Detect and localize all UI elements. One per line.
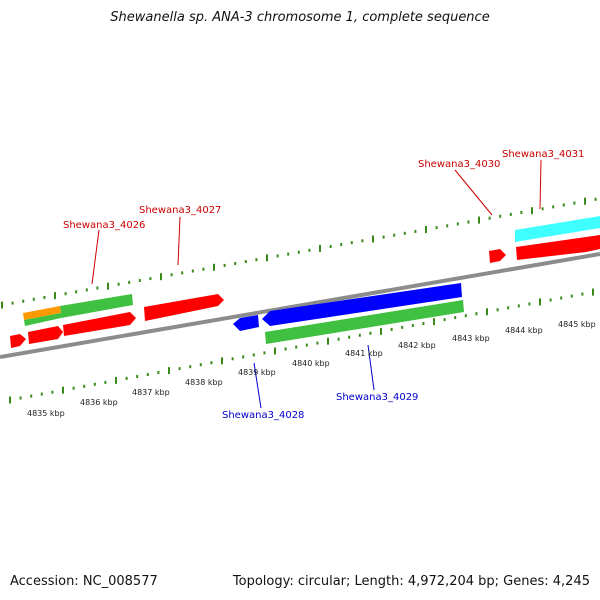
kbp-label: 4840 kbp <box>292 359 330 368</box>
kbp-label: 4843 kbp <box>452 334 490 343</box>
gene-label-4031[interactable]: Shewana3_4031 <box>502 149 584 160</box>
gene-arrow-4029[interactable] <box>262 283 462 326</box>
gene-arrow-4028[interactable] <box>233 315 259 331</box>
gene-labels: Shewana3_4026 Shewana3_4027 Shewana3_403… <box>63 149 584 421</box>
kbp-label: 4844 kbp <box>505 326 543 335</box>
cds-bar-green-lower[interactable] <box>265 300 464 344</box>
kbp-label: 4839 kbp <box>238 368 276 377</box>
gene-label-4027[interactable]: Shewana3_4027 <box>139 205 221 216</box>
gene-label-4029[interactable]: Shewana3_4029 <box>336 392 418 403</box>
gene-arrow-4026[interactable] <box>28 326 63 344</box>
gene-arrow-4027b[interactable] <box>144 294 224 321</box>
label-leaders <box>91 159 542 409</box>
cds-bar-cyan[interactable] <box>515 216 600 242</box>
kbp-label: 4845 kbp <box>558 320 596 329</box>
map-title: Shewanella sp. ANA-3 chromosome 1, compl… <box>110 10 490 25</box>
kbp-label: 4842 kbp <box>398 341 436 350</box>
reverse-features <box>233 283 464 344</box>
gene-arrow-4027a[interactable] <box>63 312 136 336</box>
gene-arrow-4031[interactable] <box>516 235 600 260</box>
gene-arrow-4025[interactable] <box>10 334 26 348</box>
gene-label-4026[interactable]: Shewana3_4026 <box>63 220 145 231</box>
forward-features <box>10 216 600 348</box>
kbp-label: 4838 kbp <box>185 378 223 387</box>
chromosome-backbone <box>0 252 600 359</box>
kbp-label: 4841 kbp <box>345 349 383 358</box>
gene-arrow-4030[interactable] <box>489 249 506 263</box>
topology-summary: Topology: circular; Length: 4,972,204 bp… <box>232 574 590 589</box>
cds-bar-green[interactable] <box>24 294 133 326</box>
kbp-label: 4835 kbp <box>27 409 65 418</box>
cds-bar-orange[interactable] <box>23 306 61 320</box>
accession-text: Accession: NC_008577 <box>10 574 158 589</box>
gene-label-4030[interactable]: Shewana3_4030 <box>418 159 500 170</box>
kbp-label: 4837 kbp <box>132 388 170 397</box>
scale-labels: 4835 kbp 4836 kbp 4837 kbp 4838 kbp 4839… <box>27 320 596 418</box>
kbp-label: 4836 kbp <box>80 398 118 407</box>
upper-tick-row <box>1 197 597 309</box>
gene-label-4028[interactable]: Shewana3_4028 <box>222 410 304 421</box>
lower-tick-row <box>9 288 594 404</box>
